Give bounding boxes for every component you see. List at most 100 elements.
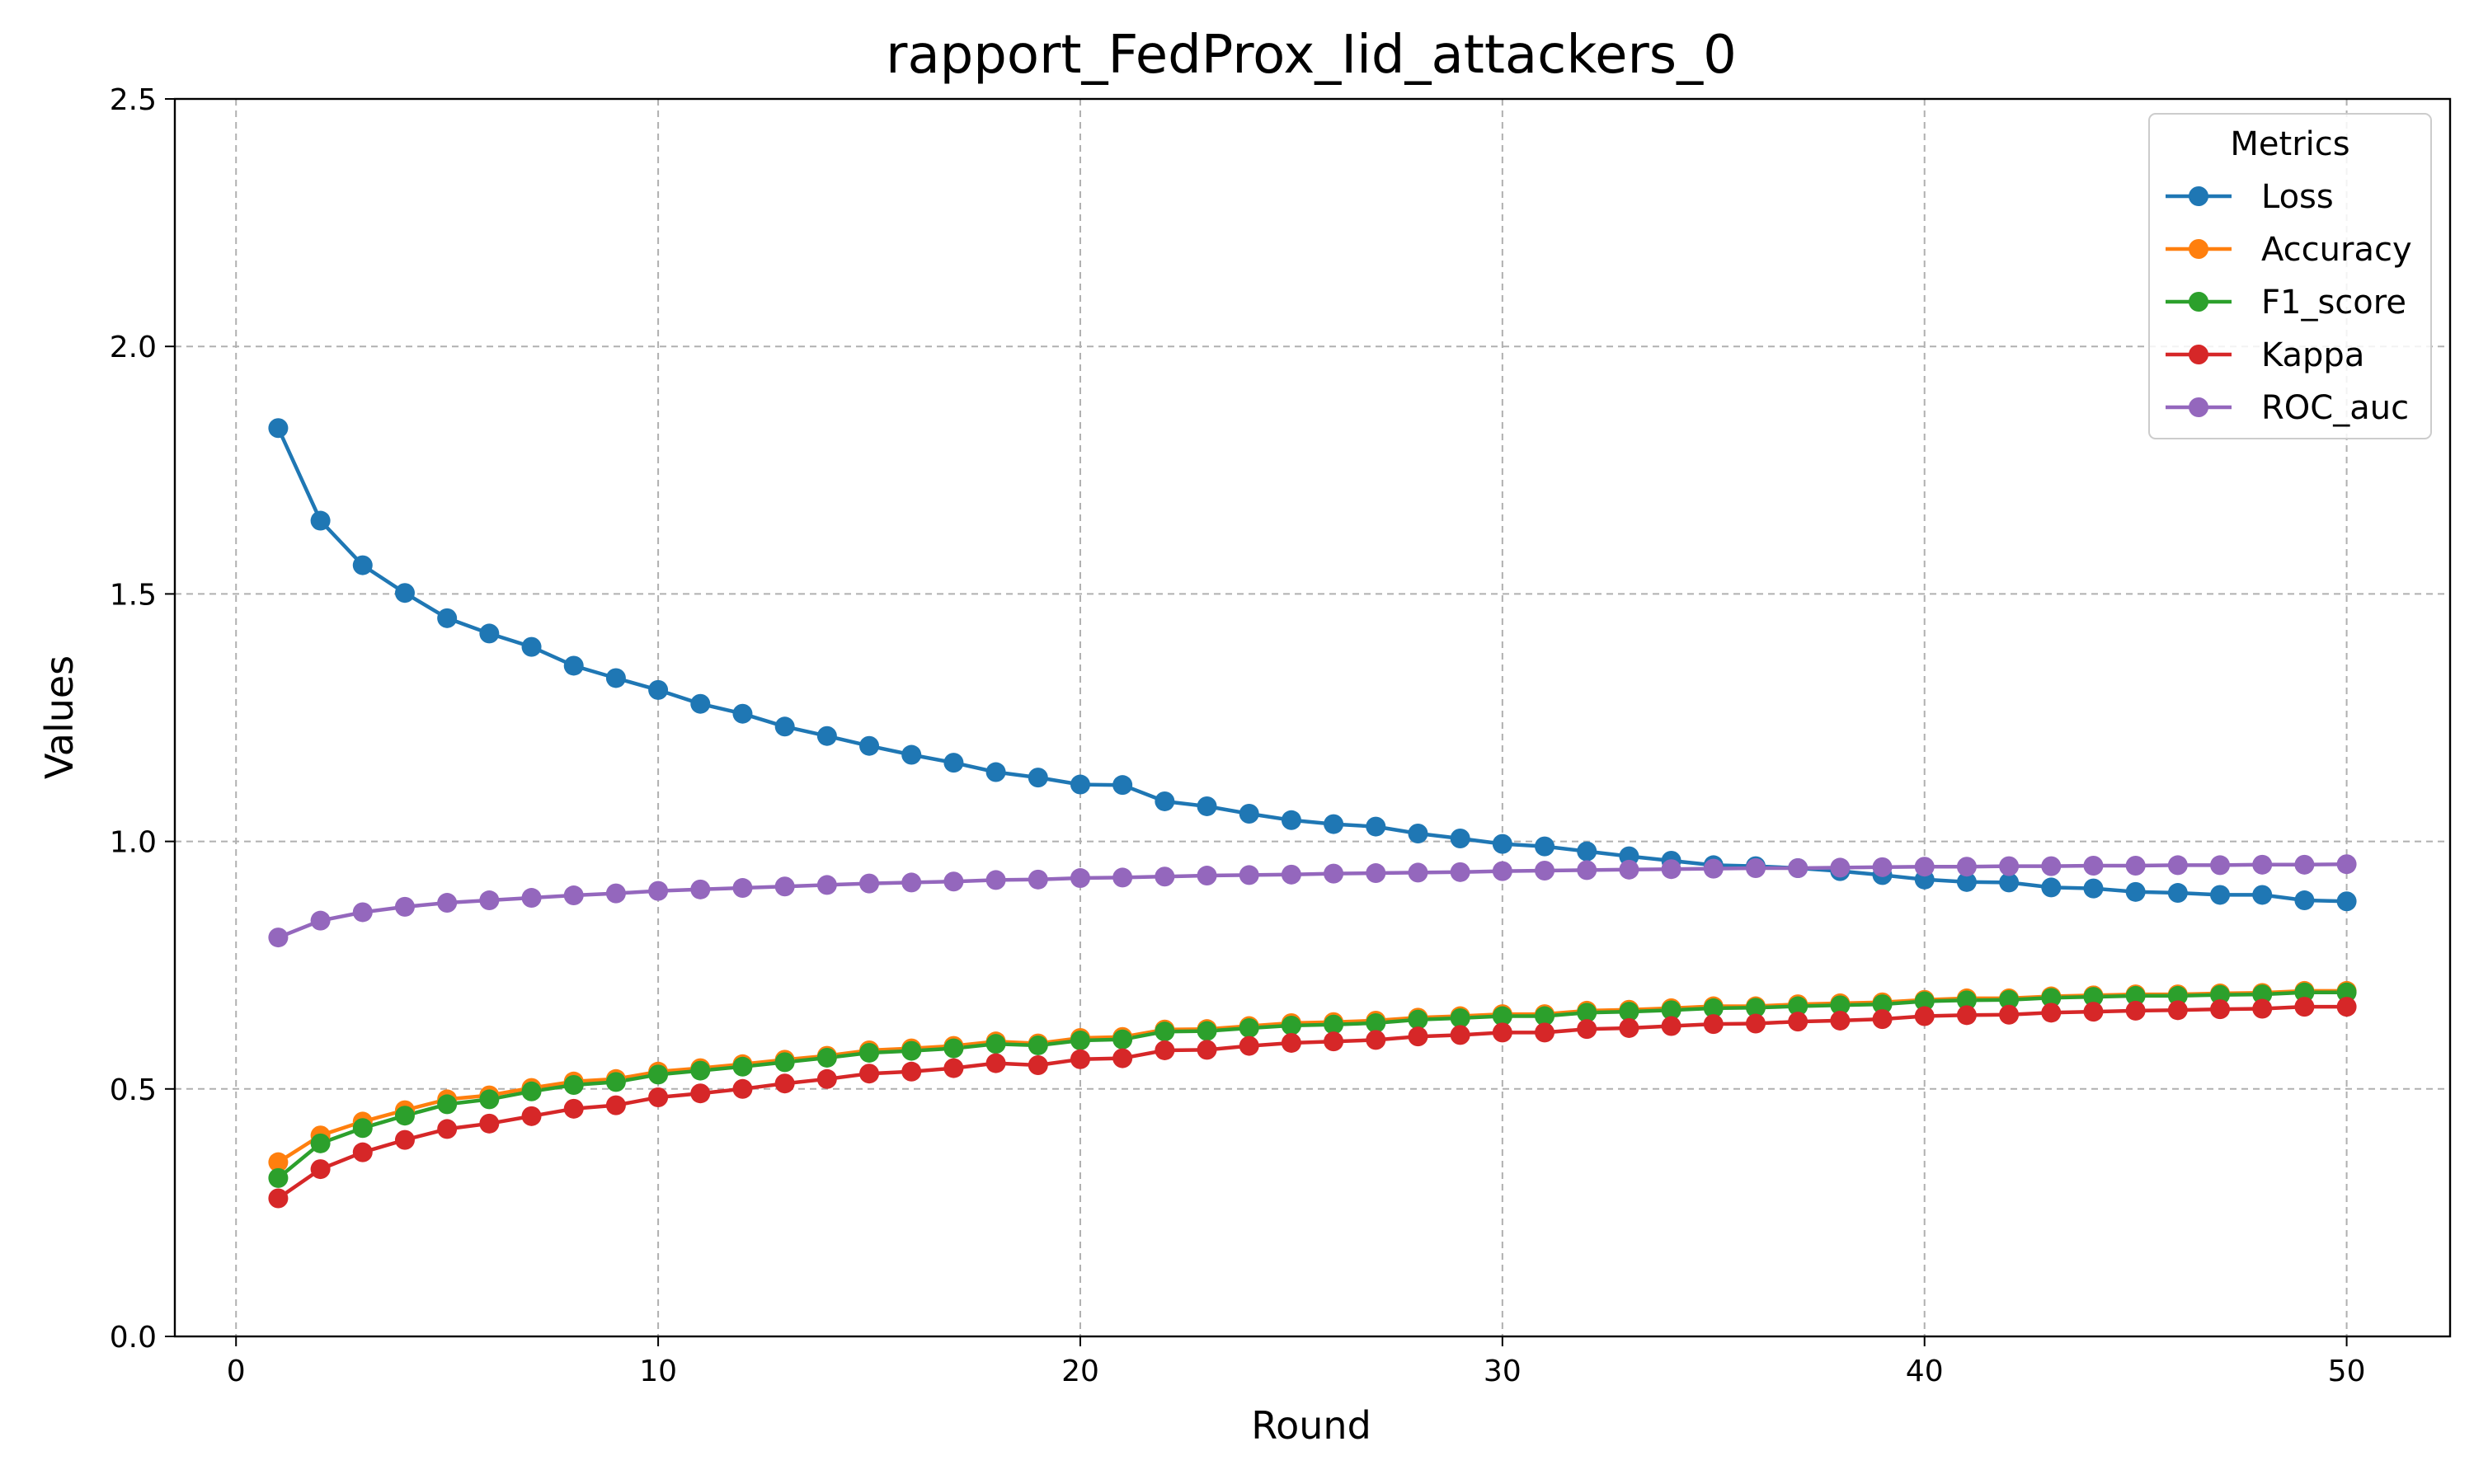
data-point-loss — [437, 608, 458, 628]
data-point-kappa — [1999, 1004, 2020, 1025]
data-point-kappa — [2210, 999, 2231, 1020]
data-point-roc-auc — [268, 928, 289, 948]
data-point-f1-score — [943, 1038, 964, 1059]
data-point-kappa — [1830, 1010, 1851, 1031]
data-point-kappa — [1408, 1026, 1428, 1047]
data-point-loss — [690, 693, 711, 714]
data-point-roc-auc — [1070, 868, 1090, 889]
legend-entry-f1-score: F1_score — [2166, 284, 2406, 322]
y-tick-label: 1.5 — [110, 578, 157, 612]
data-point-roc-auc — [1197, 866, 1217, 886]
data-point-f1-score — [2252, 984, 2273, 1005]
data-point-roc-auc — [1661, 859, 1681, 880]
data-point-kappa — [1028, 1054, 1048, 1075]
x-tick-label: 30 — [1484, 1355, 1522, 1388]
data-point-roc-auc — [1239, 865, 1259, 885]
data-point-roc-auc — [2210, 855, 2231, 876]
data-point-loss — [310, 510, 331, 531]
data-point-kappa — [774, 1073, 795, 1094]
data-point-loss — [2210, 885, 2231, 905]
data-point-kappa — [2083, 1002, 2104, 1022]
data-point-loss — [563, 655, 584, 676]
data-point-roc-auc — [2125, 856, 2146, 876]
legend-entry-loss: Loss — [2166, 178, 2334, 216]
data-point-kappa — [1788, 1012, 1808, 1032]
data-point-f1-score — [648, 1064, 669, 1085]
legend-entries: Loss Accuracy F1_score Kappa ROC_auc — [2166, 178, 2412, 427]
data-point-f1-score — [479, 1089, 500, 1110]
data-point-loss — [352, 555, 373, 575]
data-point-roc-auc — [2167, 855, 2188, 876]
x-tick-label: 20 — [1061, 1355, 1099, 1388]
data-point-roc-auc — [774, 876, 795, 897]
data-point-f1-score — [859, 1042, 880, 1063]
data-point-kappa — [268, 1188, 289, 1209]
data-point-kappa — [2294, 997, 2315, 1017]
data-point-loss — [2252, 885, 2273, 905]
data-point-roc-auc — [1914, 857, 1935, 877]
data-point-loss — [1366, 816, 1386, 837]
data-point-loss — [1577, 841, 1597, 862]
data-point-f1-score — [1619, 1002, 1639, 1022]
data-point-roc-auc — [985, 870, 1006, 890]
data-point-kappa — [1872, 1009, 1893, 1030]
data-point-roc-auc — [1450, 862, 1470, 882]
data-point-f1-score — [985, 1034, 1006, 1054]
data-point-f1-score — [1239, 1017, 1259, 1038]
y-axis-ticks: 0.0 0.5 1.0 1.5 2.0 2.5 — [110, 83, 175, 1355]
data-point-f1-score — [1830, 995, 1851, 1016]
data-point-loss — [816, 726, 837, 746]
data-point-roc-auc — [901, 872, 922, 893]
data-point-loss — [1281, 810, 1301, 830]
data-point-kappa — [437, 1119, 458, 1139]
data-point-loss — [1999, 872, 2020, 893]
data-point-roc-auc — [2294, 854, 2315, 875]
data-point-roc-auc — [2336, 854, 2357, 875]
legend-title: Metrics — [2230, 125, 2349, 163]
data-point-accuracy — [268, 1152, 289, 1172]
data-point-f1-score — [1999, 989, 2020, 1010]
data-point-loss — [521, 636, 542, 657]
y-tick-label: 0.0 — [110, 1321, 157, 1355]
y-tick-label: 1.0 — [110, 826, 157, 860]
data-point-kappa — [1112, 1048, 1133, 1068]
data-point-roc-auc — [2252, 854, 2273, 875]
data-point-f1-score — [1028, 1035, 1048, 1055]
data-point-loss — [605, 668, 626, 688]
data-point-loss — [394, 583, 415, 603]
data-point-kappa — [1492, 1022, 1512, 1043]
data-point-roc-auc — [1703, 858, 1724, 879]
data-point-loss — [1408, 823, 1428, 843]
legend-marker-loss — [2189, 186, 2208, 206]
data-point-roc-auc — [1872, 857, 1893, 877]
data-point-loss — [1535, 836, 1555, 857]
data-point-kappa — [901, 1061, 922, 1082]
data-point-roc-auc — [1155, 866, 1175, 887]
data-point-loss — [985, 762, 1006, 782]
data-point-kappa — [394, 1129, 415, 1150]
x-tick-label: 0 — [227, 1355, 246, 1388]
data-point-kappa — [985, 1053, 1006, 1073]
data-point-roc-auc — [1956, 857, 1977, 877]
data-point-f1-score — [1872, 994, 1893, 1015]
data-point-loss — [648, 679, 669, 700]
data-point-kappa — [1450, 1025, 1470, 1045]
data-point-loss — [1155, 791, 1175, 811]
data-point-roc-auc — [479, 890, 500, 911]
data-point-roc-auc — [1535, 861, 1555, 881]
data-point-loss — [1324, 814, 1344, 834]
data-point-kappa — [1535, 1022, 1555, 1043]
x-tick-label: 40 — [1906, 1355, 1944, 1388]
data-point-roc-auc — [816, 875, 837, 895]
data-point-kappa — [1577, 1019, 1597, 1040]
data-point-loss — [2336, 891, 2357, 912]
data-point-kappa — [1914, 1006, 1935, 1026]
data-point-f1-score — [2041, 988, 2062, 1008]
data-point-loss — [1070, 774, 1090, 795]
data-point-loss — [1197, 796, 1217, 816]
data-point-loss — [774, 716, 795, 737]
data-point-loss — [1492, 834, 1512, 854]
data-point-loss — [943, 753, 964, 773]
